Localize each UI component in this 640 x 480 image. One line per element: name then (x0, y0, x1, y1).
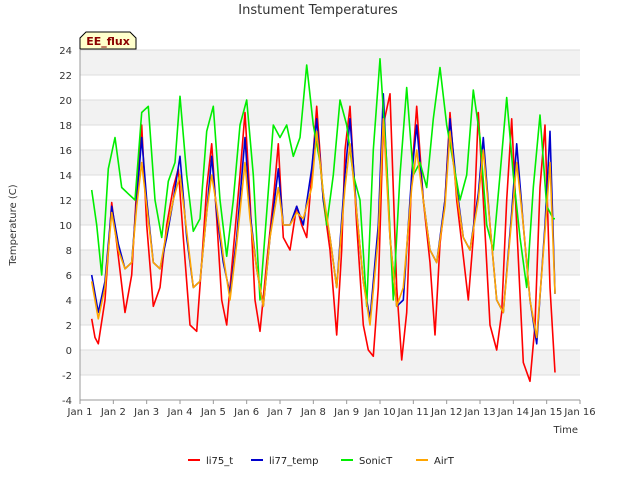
legend-label: SonicT (359, 456, 393, 467)
y-tick-label: 22 (59, 71, 72, 82)
y-tick-label: 6 (66, 271, 72, 282)
bg-band (80, 300, 580, 325)
series-lines (90, 57, 556, 383)
legend-label: li77_temp (269, 456, 318, 467)
legend: li75_t li77_temp SonicT AirT (188, 456, 455, 467)
x-tick-label: Jan 15 (530, 407, 562, 418)
y-tick-label: 8 (66, 246, 72, 257)
x-tick-label: Jan 6 (233, 407, 259, 418)
x-tick-label: Jan 5 (200, 407, 226, 418)
badge-label: EE_flux (86, 35, 130, 48)
y-tick-label: 12 (59, 196, 72, 207)
x-tick-label: Jan 4 (167, 407, 193, 418)
x-tick-label: Jan 13 (463, 407, 495, 418)
x-axis-label: Time (553, 425, 578, 436)
x-tick-label: Jan 12 (430, 407, 462, 418)
ee-flux-badge: EE_flux (79, 31, 137, 50)
bg-band (80, 150, 580, 175)
bg-band (80, 75, 580, 100)
x-tick-label: Jan 14 (497, 407, 529, 418)
x-tick-label: Jan 10 (363, 407, 395, 418)
y-tick-label: 10 (59, 221, 72, 232)
y-tick-label: 2 (66, 321, 72, 332)
y-tick-label: 14 (59, 171, 72, 182)
x-tick-label: Jan 8 (300, 407, 326, 418)
bg-band (80, 375, 580, 400)
y-tick-label: 16 (59, 146, 72, 157)
x-tick-label: Jan 2 (100, 407, 126, 418)
y-tick-label: -4 (62, 396, 72, 407)
bg-band (80, 100, 580, 125)
x-tick-label: Jan 9 (333, 407, 359, 418)
y-tick-label: 24 (59, 46, 72, 57)
bg-band (80, 50, 580, 75)
y-tick-label: -2 (62, 371, 72, 382)
bg-band (80, 125, 580, 150)
x-tick-label: Jan 1 (67, 407, 93, 418)
y-tick-label: 0 (66, 346, 72, 357)
legend-label: AirT (434, 456, 455, 467)
legend-label: li75_t (206, 456, 233, 467)
y-tick-label: 18 (59, 121, 72, 132)
bg-band (80, 350, 580, 375)
x-tick-label: Jan 3 (133, 407, 159, 418)
x-tick-label: Jan 11 (397, 407, 429, 418)
plot-background-bands (80, 50, 580, 400)
series-line-airt (90, 118, 556, 339)
bg-band (80, 325, 580, 350)
x-axis-ticks: Jan 1 Jan 2 Jan 3 Jan 4 Jan 5 Jan 6 Jan 7 Jan 8… (67, 400, 596, 418)
x-tick-label: Jan 16 (563, 407, 595, 418)
x-tick-label: Jan 7 (267, 407, 293, 418)
y-axis-label: Temperature (C) (8, 184, 19, 266)
y-tick-label: 4 (66, 296, 72, 307)
y-tick-label: 20 (59, 96, 72, 107)
chart-title: Instument Temperatures (238, 3, 398, 18)
